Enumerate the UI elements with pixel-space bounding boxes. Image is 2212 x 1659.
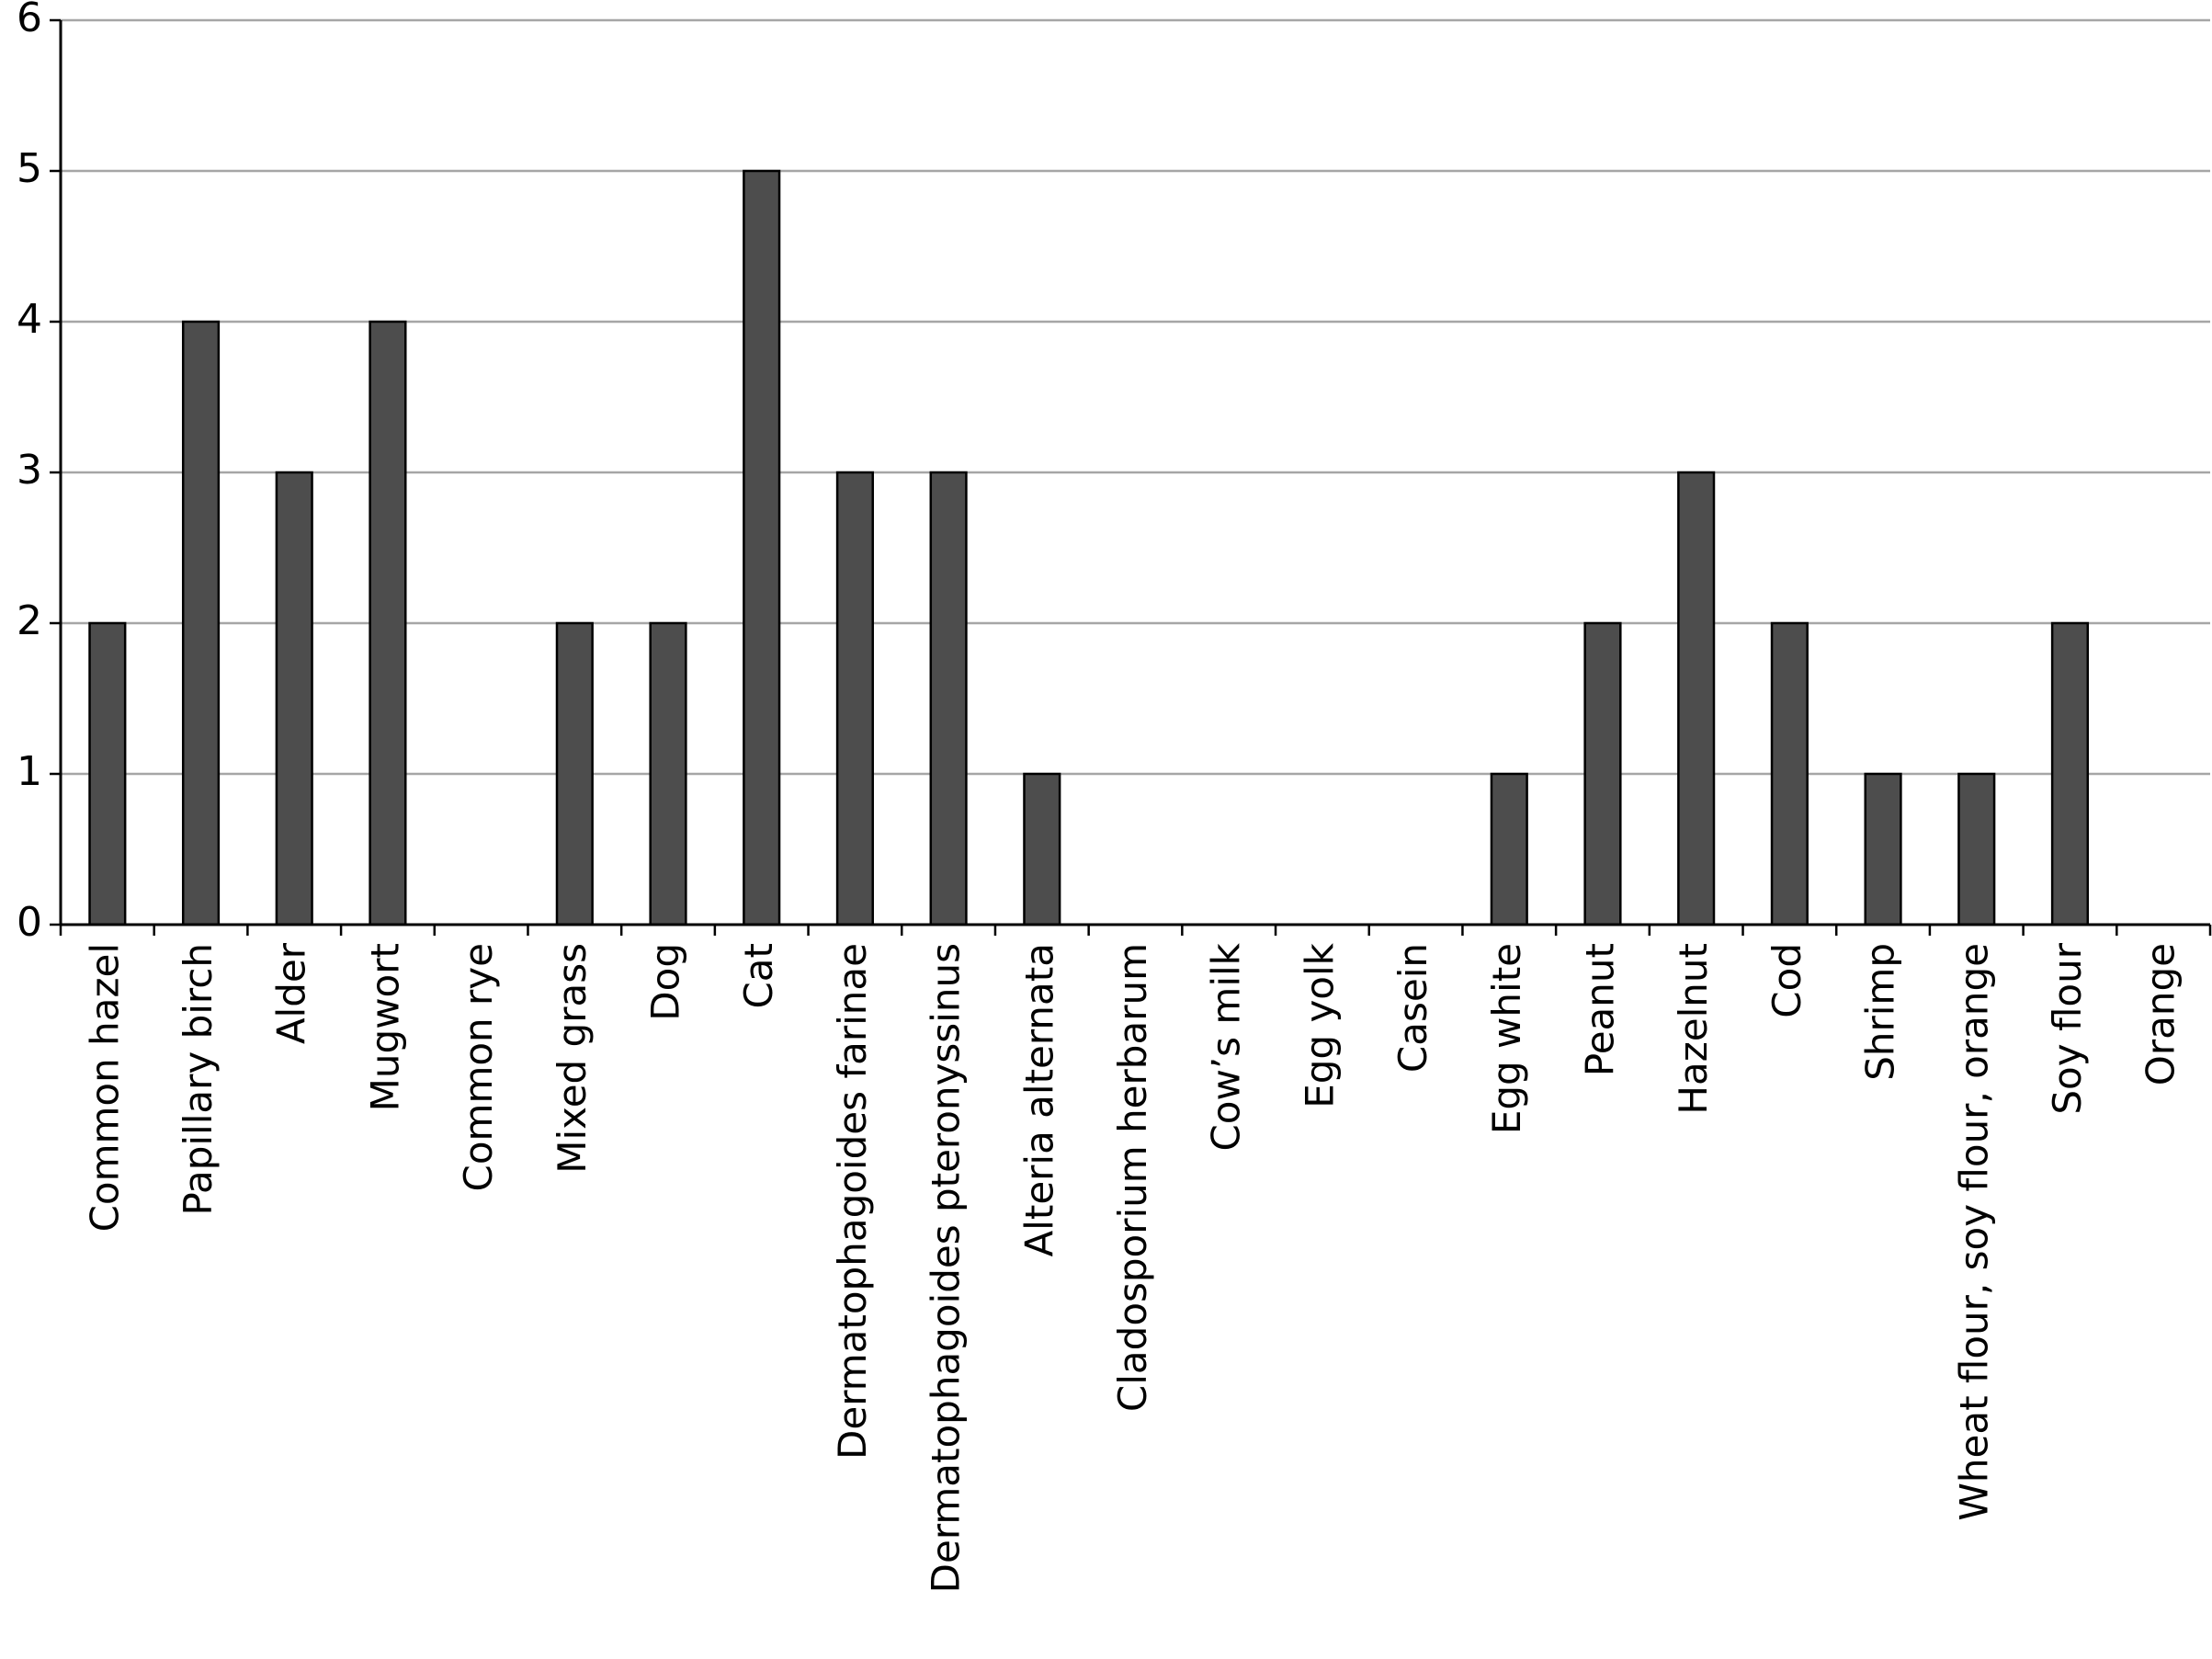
x-tick-label: Egg yolk — [1297, 942, 1342, 1108]
bars — [88, 169, 2090, 926]
bar-2 — [275, 471, 313, 926]
x-tick-label: Cat — [736, 943, 781, 1009]
bar-6 — [649, 621, 687, 926]
x-tick-labels: Common hazel Papillary birch Alder Mugwort C… — [82, 942, 2183, 1593]
y-tick-label: 6 — [17, 0, 42, 41]
x-tick-label: Dermatophagoides pteronyssinus — [924, 943, 969, 1593]
bar-19 — [1864, 772, 1902, 926]
bar-7 — [743, 169, 781, 926]
x-tick-label: Common rye — [456, 943, 501, 1191]
x-tick-label: Cod — [1764, 943, 1809, 1018]
y-tick-labels: 0 1 2 3 4 5 6 — [17, 0, 42, 946]
bar-1 — [181, 320, 221, 926]
bar-15 — [1490, 772, 1528, 926]
y-tick-label: 3 — [17, 447, 42, 494]
x-tick-label: Dermatophagoides farinae — [830, 943, 875, 1460]
x-tick-label: Peanut — [1577, 943, 1622, 1076]
x-tick-label: Common hazel — [82, 943, 127, 1232]
bar-0 — [88, 621, 127, 926]
bar-5 — [555, 621, 594, 926]
x-tick-label: Papillary birch — [176, 943, 221, 1215]
x-tick-label: Casein — [1390, 943, 1435, 1073]
bar-20 — [1957, 772, 1996, 926]
y-tick-label: 0 — [17, 899, 42, 946]
x-tick-label: Shrimp — [1858, 943, 1903, 1081]
grid-lines — [61, 18, 2210, 776]
bar-3 — [369, 320, 407, 926]
x-tick-label: Mugwort — [362, 943, 407, 1111]
x-tick-label: Cladosporium herbarum — [1110, 943, 1155, 1412]
axes — [50, 18, 2212, 936]
y-tick-label: 1 — [17, 748, 42, 795]
bar-21 — [2050, 621, 2090, 926]
bar-10 — [1023, 772, 1061, 926]
bar-8 — [835, 471, 874, 926]
x-tick-label: Cow’s milk — [1204, 942, 1249, 1151]
x-tick-label: Mixed grass — [550, 943, 595, 1174]
x-tick-label: Alder — [269, 942, 314, 1044]
bar-17 — [1677, 471, 1716, 926]
x-tick-label: Orange — [2138, 943, 2184, 1085]
x-tick-label: Alteria alternata — [1016, 943, 1061, 1257]
x-tick-label: Egg white — [1484, 943, 1529, 1134]
y-tick-label: 2 — [17, 597, 42, 644]
bar-16 — [1583, 621, 1622, 926]
y-tick-label: 4 — [17, 296, 42, 343]
x-tick-label: Wheat flour, soy flour, orange — [1951, 943, 1996, 1521]
x-tick-label: Soy flour — [2045, 942, 2090, 1114]
bar-18 — [1770, 621, 1809, 926]
y-tick-label: 5 — [17, 145, 42, 192]
bar-9 — [929, 471, 968, 926]
x-tick-label: Hazelnut — [1671, 943, 1716, 1115]
x-tick-label: Dog — [643, 943, 688, 1021]
